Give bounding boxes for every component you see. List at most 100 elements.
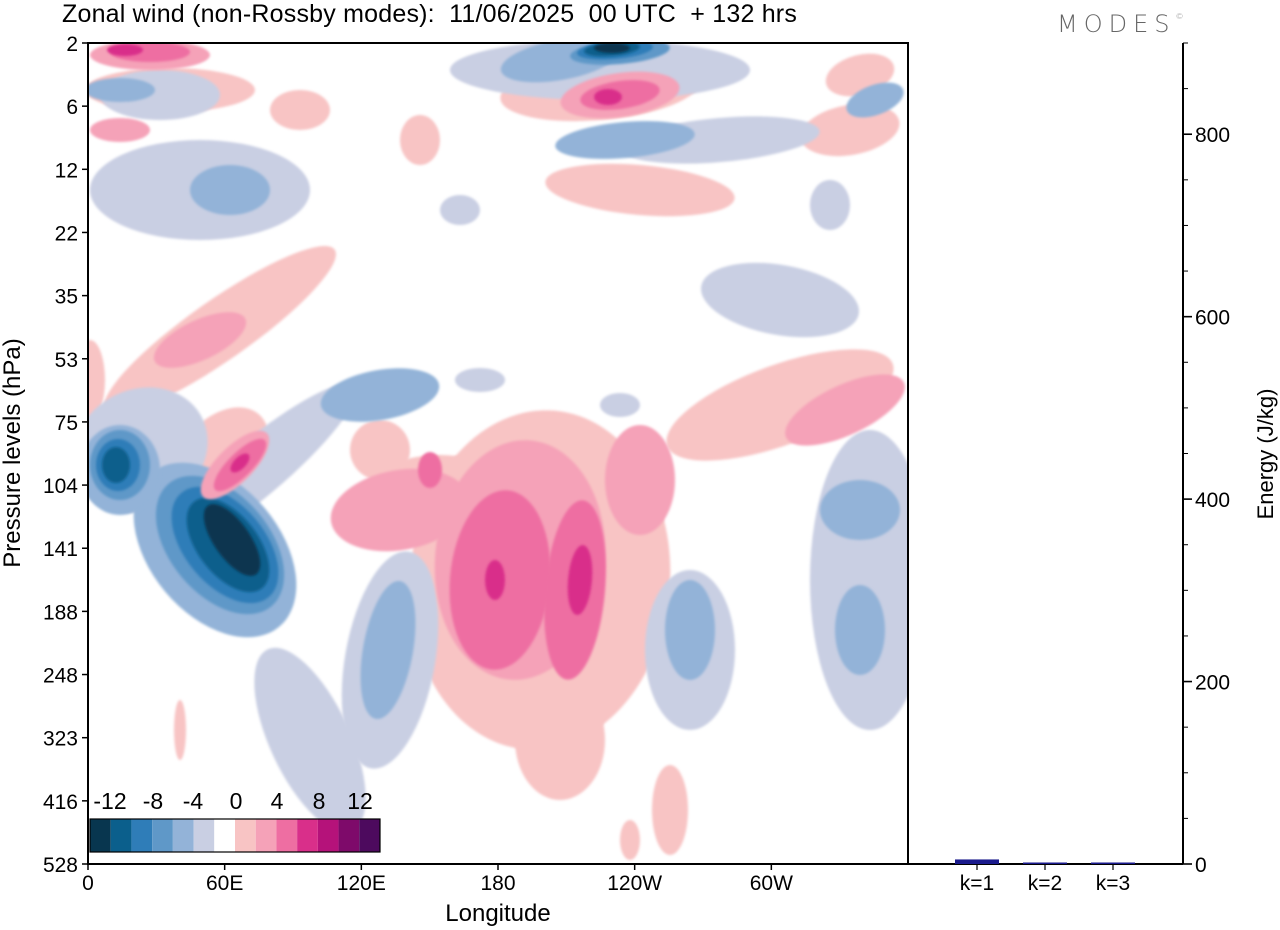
axis-labels: Longitude Pressure levels (hPa) Energy (J/… (0, 338, 1278, 927)
contour-band (153, 312, 247, 368)
contour-band (652, 765, 688, 855)
contour-band (665, 580, 715, 680)
y-tick-label: 188 (43, 601, 78, 624)
contour-band (350, 420, 410, 480)
contour-band (666, 349, 894, 461)
contour-band (254, 647, 366, 833)
colorbar-label: 0 (230, 788, 243, 814)
energy-bar (1091, 862, 1135, 864)
contour-band (485, 560, 505, 600)
logo-mark: © (1175, 12, 1184, 21)
energy-tick-label: 400 (1195, 489, 1230, 512)
y-tick-label: 75 (55, 412, 78, 435)
colorbar-label: -8 (143, 788, 163, 814)
contour-band (810, 430, 908, 730)
contour-band (203, 504, 261, 576)
contour-band (835, 585, 885, 675)
modes-logo: MODES© (1057, 10, 1183, 38)
colorbar-label: 12 (347, 788, 373, 814)
energy-bars: 0 200 400 600 800 k=1 k=2 k=3 (908, 42, 1230, 895)
bar-category-label: k=2 (1028, 872, 1062, 895)
y-tick-label: 248 (43, 665, 78, 688)
y-tick-label: 35 (55, 286, 78, 309)
colorbar-swatch (276, 819, 298, 852)
contour-band (785, 374, 905, 446)
colorbar-swatch (317, 819, 339, 852)
colorbar-swatch (255, 819, 277, 852)
y-tick-label: 323 (43, 728, 78, 751)
contour-band (600, 393, 640, 417)
x-tick-label: 180 (480, 872, 515, 895)
colorbar-swatch (90, 819, 111, 852)
energy-tick-label: 0 (1195, 854, 1207, 877)
colorbar-swatch (235, 819, 256, 852)
colorbar-label: 4 (271, 788, 284, 814)
y-tick-label: 104 (43, 475, 78, 498)
x-tick-label: 120W (607, 872, 662, 895)
contour-band (594, 89, 622, 105)
contour-band (360, 580, 416, 720)
contour-band (270, 90, 330, 130)
energy-tick-label: 800 (1195, 124, 1230, 147)
contour-band (88, 340, 105, 420)
contour-band (455, 368, 505, 392)
colorbar-swatch (214, 819, 235, 852)
y-tick-label: 528 (43, 854, 78, 877)
contour-band (567, 545, 593, 615)
contour-band (700, 262, 860, 338)
contour-band (594, 43, 630, 53)
x-tick-label: 0 (82, 872, 94, 895)
colorbar-frame (89, 818, 381, 853)
y-tick-label: 53 (55, 349, 78, 372)
contour-band (400, 115, 440, 165)
chart-title: Zonal wind (non-Rossby modes): 11/06/202… (62, 0, 798, 28)
x-axis-title: Longitude (445, 900, 550, 927)
contour-band (440, 195, 480, 225)
logo-text: MODES (1057, 10, 1176, 38)
contour-band (605, 425, 675, 535)
contour-band (330, 468, 470, 552)
y-tick-label: 416 (43, 791, 78, 814)
y-tick-label: 12 (55, 159, 78, 182)
contour-band (810, 180, 850, 230)
energy-tick-label: 600 (1195, 307, 1230, 330)
colorbar-swatch (297, 819, 318, 852)
colorbar-swatch (172, 819, 194, 852)
contour-band (555, 121, 695, 159)
contour-band (88, 78, 155, 102)
colorbar-swatch (152, 819, 173, 852)
energy-axis-title: Energy (J/kg) (1253, 389, 1278, 520)
energy-bar (1023, 862, 1067, 864)
bar-category-label: k=3 (1096, 872, 1130, 895)
y-axis-title: Pressure levels (hPa) (0, 338, 26, 567)
colorbar-swatch (193, 819, 215, 852)
y-tick-label: 22 (55, 222, 78, 245)
x-tick-label: 60E (206, 872, 243, 895)
energy-tick-label: 200 (1195, 672, 1230, 695)
colorbar-label: 8 (313, 788, 326, 814)
contour-band (820, 480, 900, 540)
contour-band (800, 103, 900, 157)
colorbar-swatch (110, 819, 132, 852)
colorbar-swatch (338, 819, 360, 852)
y-tick-label: 2 (66, 33, 78, 56)
colorbar-label: -12 (93, 788, 126, 814)
contour-band (620, 820, 640, 860)
y-tick-label: 6 (66, 96, 78, 119)
contour-band (230, 453, 250, 473)
contour-band (846, 82, 904, 118)
contour-band (320, 368, 440, 422)
y-tick-label: 141 (43, 538, 78, 561)
colorbar-swatch (359, 819, 380, 852)
contour-band (107, 44, 143, 56)
contour-band (545, 163, 735, 217)
colorbar: -12 -8 -4 0 4 8 12 (89, 788, 381, 853)
energy-bar (955, 859, 999, 864)
contour-band (190, 165, 270, 215)
contour-band (515, 680, 605, 800)
x-tick-label: 120E (337, 872, 386, 895)
contour-band (102, 447, 130, 483)
wind-field (88, 43, 908, 860)
